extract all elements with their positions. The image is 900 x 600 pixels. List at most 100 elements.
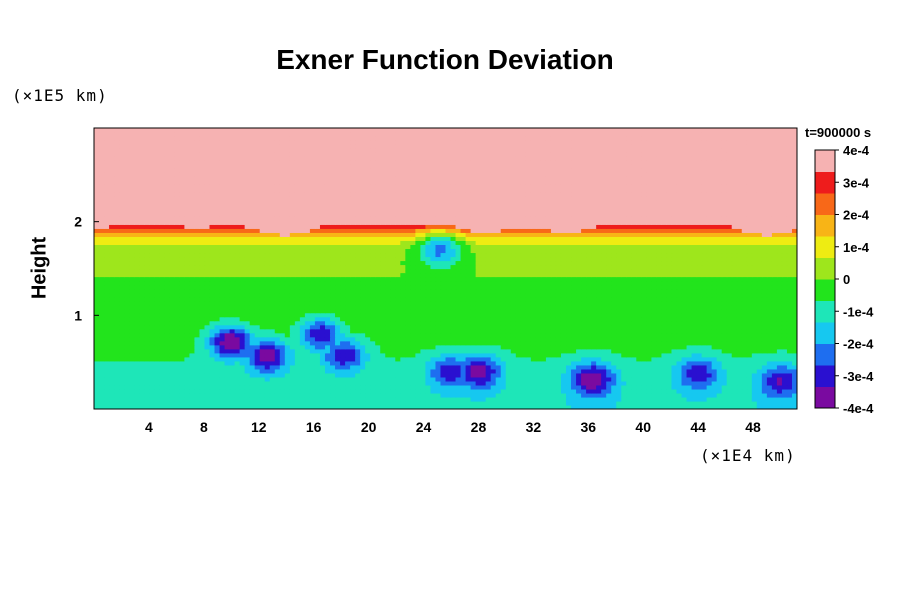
- field-cell: [656, 316, 663, 322]
- field-cell: [430, 284, 437, 290]
- field-cell: [601, 328, 607, 334]
- field-cell: [109, 352, 115, 358]
- field-cell: [179, 324, 185, 330]
- field-cell: [244, 268, 251, 274]
- field-cell: [99, 344, 105, 350]
- field-cell: [119, 380, 125, 386]
- field-cell: [360, 336, 366, 342]
- field-cell: [465, 376, 472, 382]
- field-cell: [661, 304, 668, 310]
- field-cell: [169, 300, 175, 306]
- field-cell: [355, 308, 361, 314]
- field-cell: [676, 324, 683, 330]
- field-cell: [435, 364, 442, 370]
- field-cell: [164, 280, 170, 286]
- field-cell: [681, 356, 688, 362]
- field-cell: [435, 264, 442, 270]
- field-cell: [681, 364, 688, 370]
- field-cell: [445, 272, 452, 278]
- field-cell: [94, 280, 100, 286]
- field-cell: [676, 396, 683, 402]
- field-cell: [269, 312, 276, 318]
- field-cell: [299, 304, 306, 310]
- field-cell: [751, 304, 758, 310]
- field-cell: [435, 400, 442, 406]
- field-cell: [751, 388, 758, 394]
- field-cell: [786, 400, 793, 406]
- field-cell: [766, 328, 773, 334]
- field-cell: [390, 276, 396, 282]
- field-cell: [169, 324, 175, 330]
- field-cell: [385, 360, 391, 366]
- field-cell: [174, 356, 180, 362]
- field-cell: [626, 320, 632, 326]
- field-cell: [766, 376, 773, 382]
- field-cell: [400, 336, 406, 342]
- field-cell: [711, 348, 718, 354]
- field-cell: [134, 340, 140, 346]
- field-cell: [224, 320, 231, 326]
- field-cell: [686, 376, 693, 382]
- field-cell: [505, 352, 512, 358]
- field-cell: [294, 384, 301, 390]
- field-cell: [174, 340, 180, 346]
- field-cell: [184, 320, 191, 326]
- field-cell: [510, 316, 517, 322]
- field-cell: [405, 344, 411, 350]
- field-cell: [510, 304, 517, 310]
- field-cell: [299, 348, 306, 354]
- field-cell: [676, 308, 683, 314]
- field-cell: [179, 392, 185, 398]
- field-cell: [380, 344, 386, 350]
- field-cell: [515, 396, 522, 402]
- field-cell: [199, 372, 206, 378]
- field-cell: [515, 312, 522, 318]
- field-cell: [174, 268, 180, 274]
- field-cell: [390, 264, 396, 270]
- field-cell: [691, 272, 698, 278]
- field-cell: [244, 292, 251, 298]
- field-cell: [736, 344, 743, 350]
- field-cell: [616, 380, 622, 386]
- field-cell: [350, 328, 356, 334]
- field-cell: [571, 328, 577, 334]
- field-cell: [189, 280, 196, 286]
- field-cell: [586, 292, 592, 298]
- field-cell: [370, 384, 376, 390]
- field-cell: [445, 352, 452, 358]
- field-cell: [681, 268, 688, 274]
- field-cell: [666, 376, 673, 382]
- field-cell: [380, 288, 386, 294]
- field-cell: [370, 328, 376, 334]
- field-cell: [611, 348, 617, 354]
- field-cell: [385, 324, 391, 330]
- field-cell: [706, 380, 713, 386]
- field-cell: [445, 276, 452, 282]
- field-cell: [490, 268, 497, 274]
- field-cell: [219, 332, 226, 338]
- field-cell: [405, 380, 411, 386]
- field-cell: [370, 292, 376, 298]
- field-cell: [535, 352, 542, 358]
- field-cell: [254, 292, 261, 298]
- field-cell: [450, 384, 457, 390]
- field-cell: [721, 360, 728, 366]
- field-cell: [430, 288, 437, 294]
- field-cell: [601, 364, 607, 370]
- field-cell: [199, 348, 206, 354]
- field-cell: [370, 348, 376, 354]
- field-cell: [405, 396, 411, 402]
- field-cell: [525, 380, 532, 386]
- field-cell: [450, 304, 457, 310]
- field-cell: [465, 344, 472, 350]
- field-cell: [540, 380, 547, 386]
- field-cell: [726, 316, 733, 322]
- field-cell: [249, 332, 256, 338]
- field-cell: [666, 404, 673, 409]
- field-cell: [330, 312, 336, 318]
- field-cell: [771, 300, 778, 306]
- field-cell: [470, 300, 477, 306]
- field-cell: [721, 356, 728, 362]
- field-cell: [134, 284, 140, 290]
- field-cell: [264, 392, 271, 398]
